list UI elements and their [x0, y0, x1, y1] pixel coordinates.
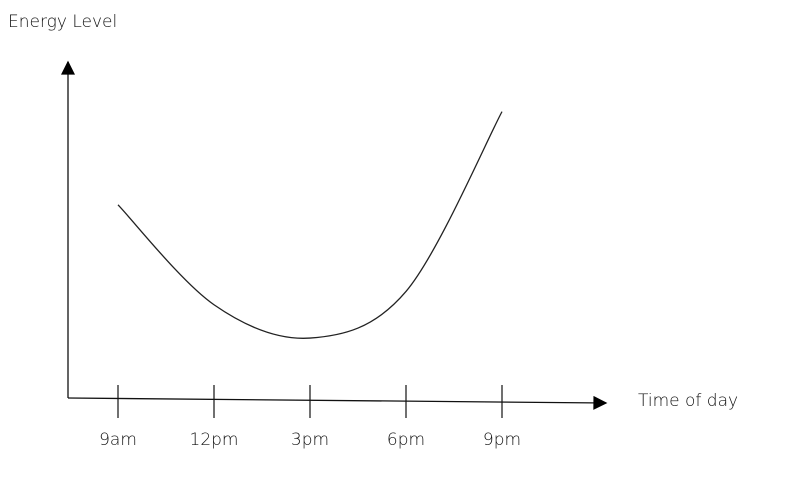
x-tick-label: 12pm — [190, 430, 239, 450]
energy-line — [117, 111, 503, 339]
x-tick-label: 3pm — [291, 430, 329, 450]
x-axis-label: Time of day — [638, 391, 738, 411]
x-axis — [67, 395, 608, 410]
y-axis-label: Energy Level — [8, 12, 117, 32]
x-tick-label: 9pm — [483, 430, 521, 450]
x-tick-label: 6pm — [387, 430, 425, 450]
x-tick-label: 9am — [99, 430, 137, 450]
